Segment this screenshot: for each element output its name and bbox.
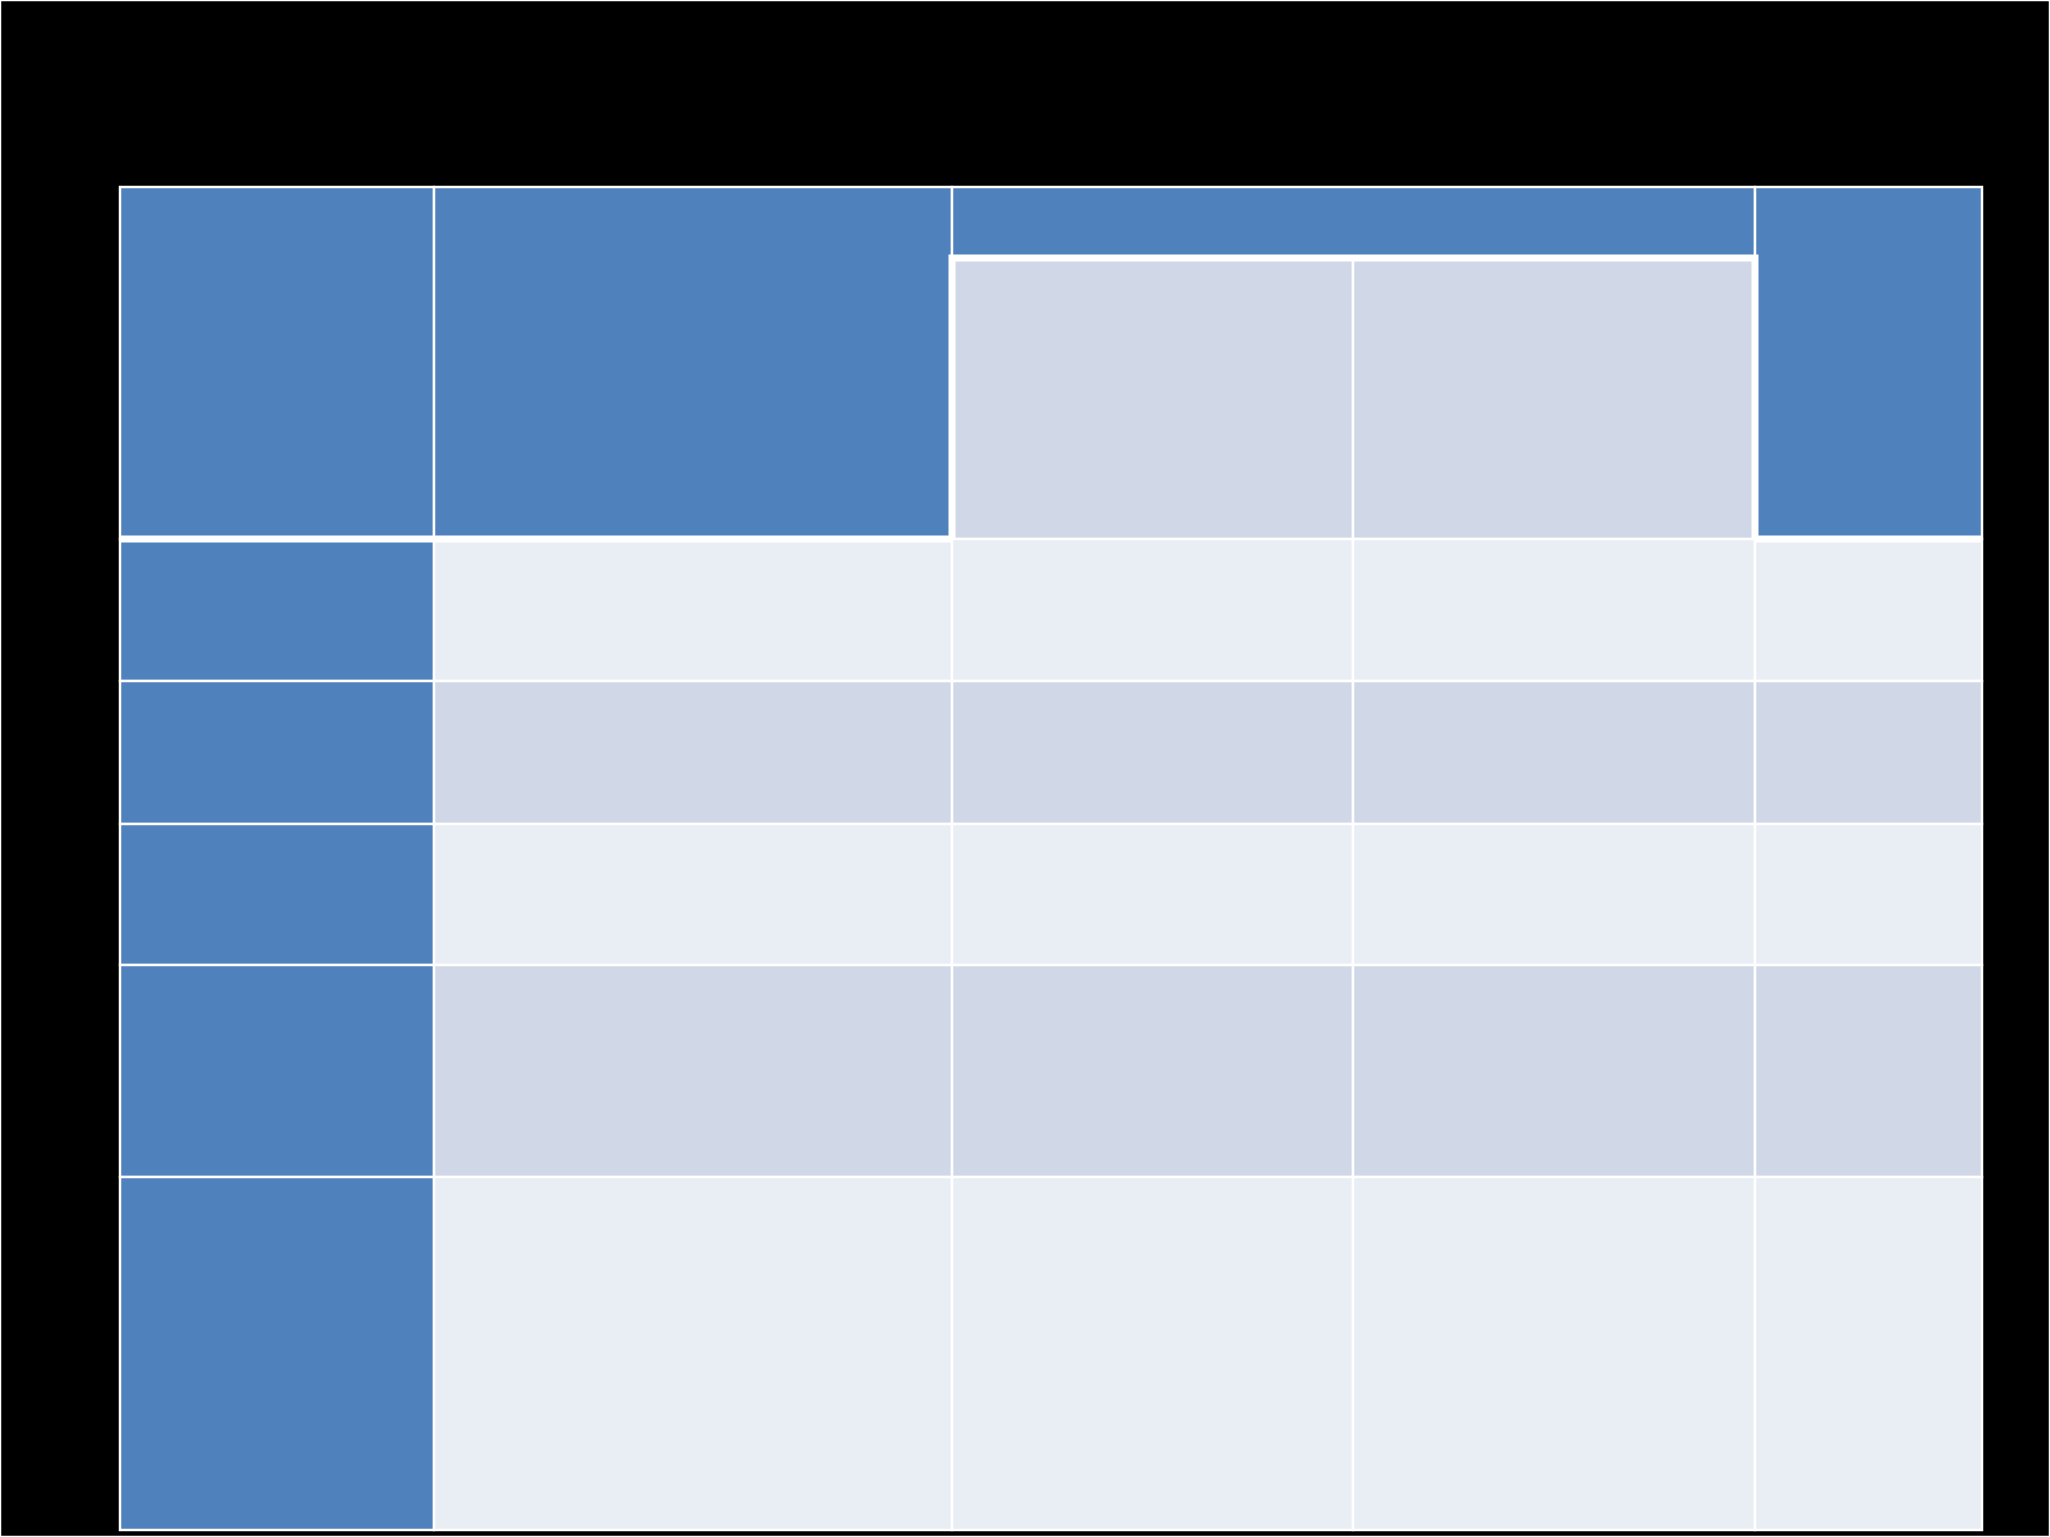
cell [950,822,1355,967]
cell [1351,679,1757,826]
row-header [118,1175,436,1532]
row-header [118,963,436,1179]
header-cell [1753,185,1984,541]
cell [1753,1175,1984,1532]
cell [432,822,954,967]
cell [1753,822,1984,967]
cell [432,963,954,1179]
cell [432,1175,954,1532]
cell [950,679,1355,826]
row-header [118,679,436,826]
cell [1753,537,1984,683]
header-cell [432,185,954,541]
header-group-cell [950,185,1757,260]
subheader-cell [950,256,1355,541]
cell [950,1175,1355,1532]
row-header [118,537,436,683]
subheader-cell [1351,256,1757,541]
cell [1351,963,1757,1179]
table-body [118,537,1984,1532]
cell [1351,1175,1757,1532]
cell [432,537,954,683]
row-header [118,822,436,967]
cell [432,679,954,826]
cell [950,963,1355,1179]
subheader-outline [948,254,1759,539]
header-cell [118,185,436,541]
cell [1351,537,1757,683]
cell [950,537,1355,683]
cell [1753,963,1984,1179]
cell [1753,679,1984,826]
cell [1351,822,1757,967]
